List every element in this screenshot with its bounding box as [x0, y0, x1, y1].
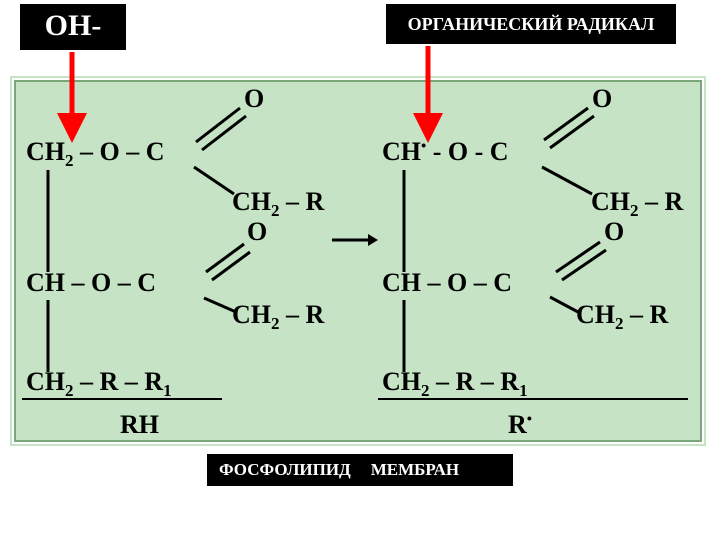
right-line3: CH – O – C — [382, 268, 512, 298]
left-line3: CH – O – C — [26, 268, 156, 298]
caption-label: ФОСФОЛИПИД МЕМБРАН — [207, 454, 513, 486]
left-line5: CH2 – R – R1 — [26, 367, 172, 401]
right-line5: CH2 – R – R1 — [382, 367, 528, 401]
left-bottom: RH — [120, 410, 159, 440]
caption-membrane: МЕМБРАН — [371, 460, 459, 480]
organic-radical-label: ОРГАНИЧЕСКИЙ РАДИКАЛ — [386, 4, 676, 44]
right-bottom: R• — [508, 410, 532, 440]
right-o2: O — [604, 217, 624, 247]
left-line1: CH2 – O – C — [26, 137, 165, 171]
right-line4: CH2 – R — [576, 300, 668, 334]
right-hr — [378, 398, 688, 400]
left-line2: CH2 – R — [232, 187, 324, 221]
caption-phospholipid: ФОСФОЛИПИД — [219, 460, 351, 480]
oh-label: OH- — [20, 4, 126, 50]
left-hr — [22, 398, 222, 400]
left-line4: CH2 – R — [232, 300, 324, 334]
left-o1: O — [244, 84, 264, 114]
right-line1: CH• - O - C — [382, 137, 509, 167]
left-o2: O — [247, 217, 267, 247]
chemistry-panel: O CH2 – O – C CH2 – R O CH – O – C CH2 –… — [14, 80, 702, 442]
right-o1: O — [592, 84, 612, 114]
